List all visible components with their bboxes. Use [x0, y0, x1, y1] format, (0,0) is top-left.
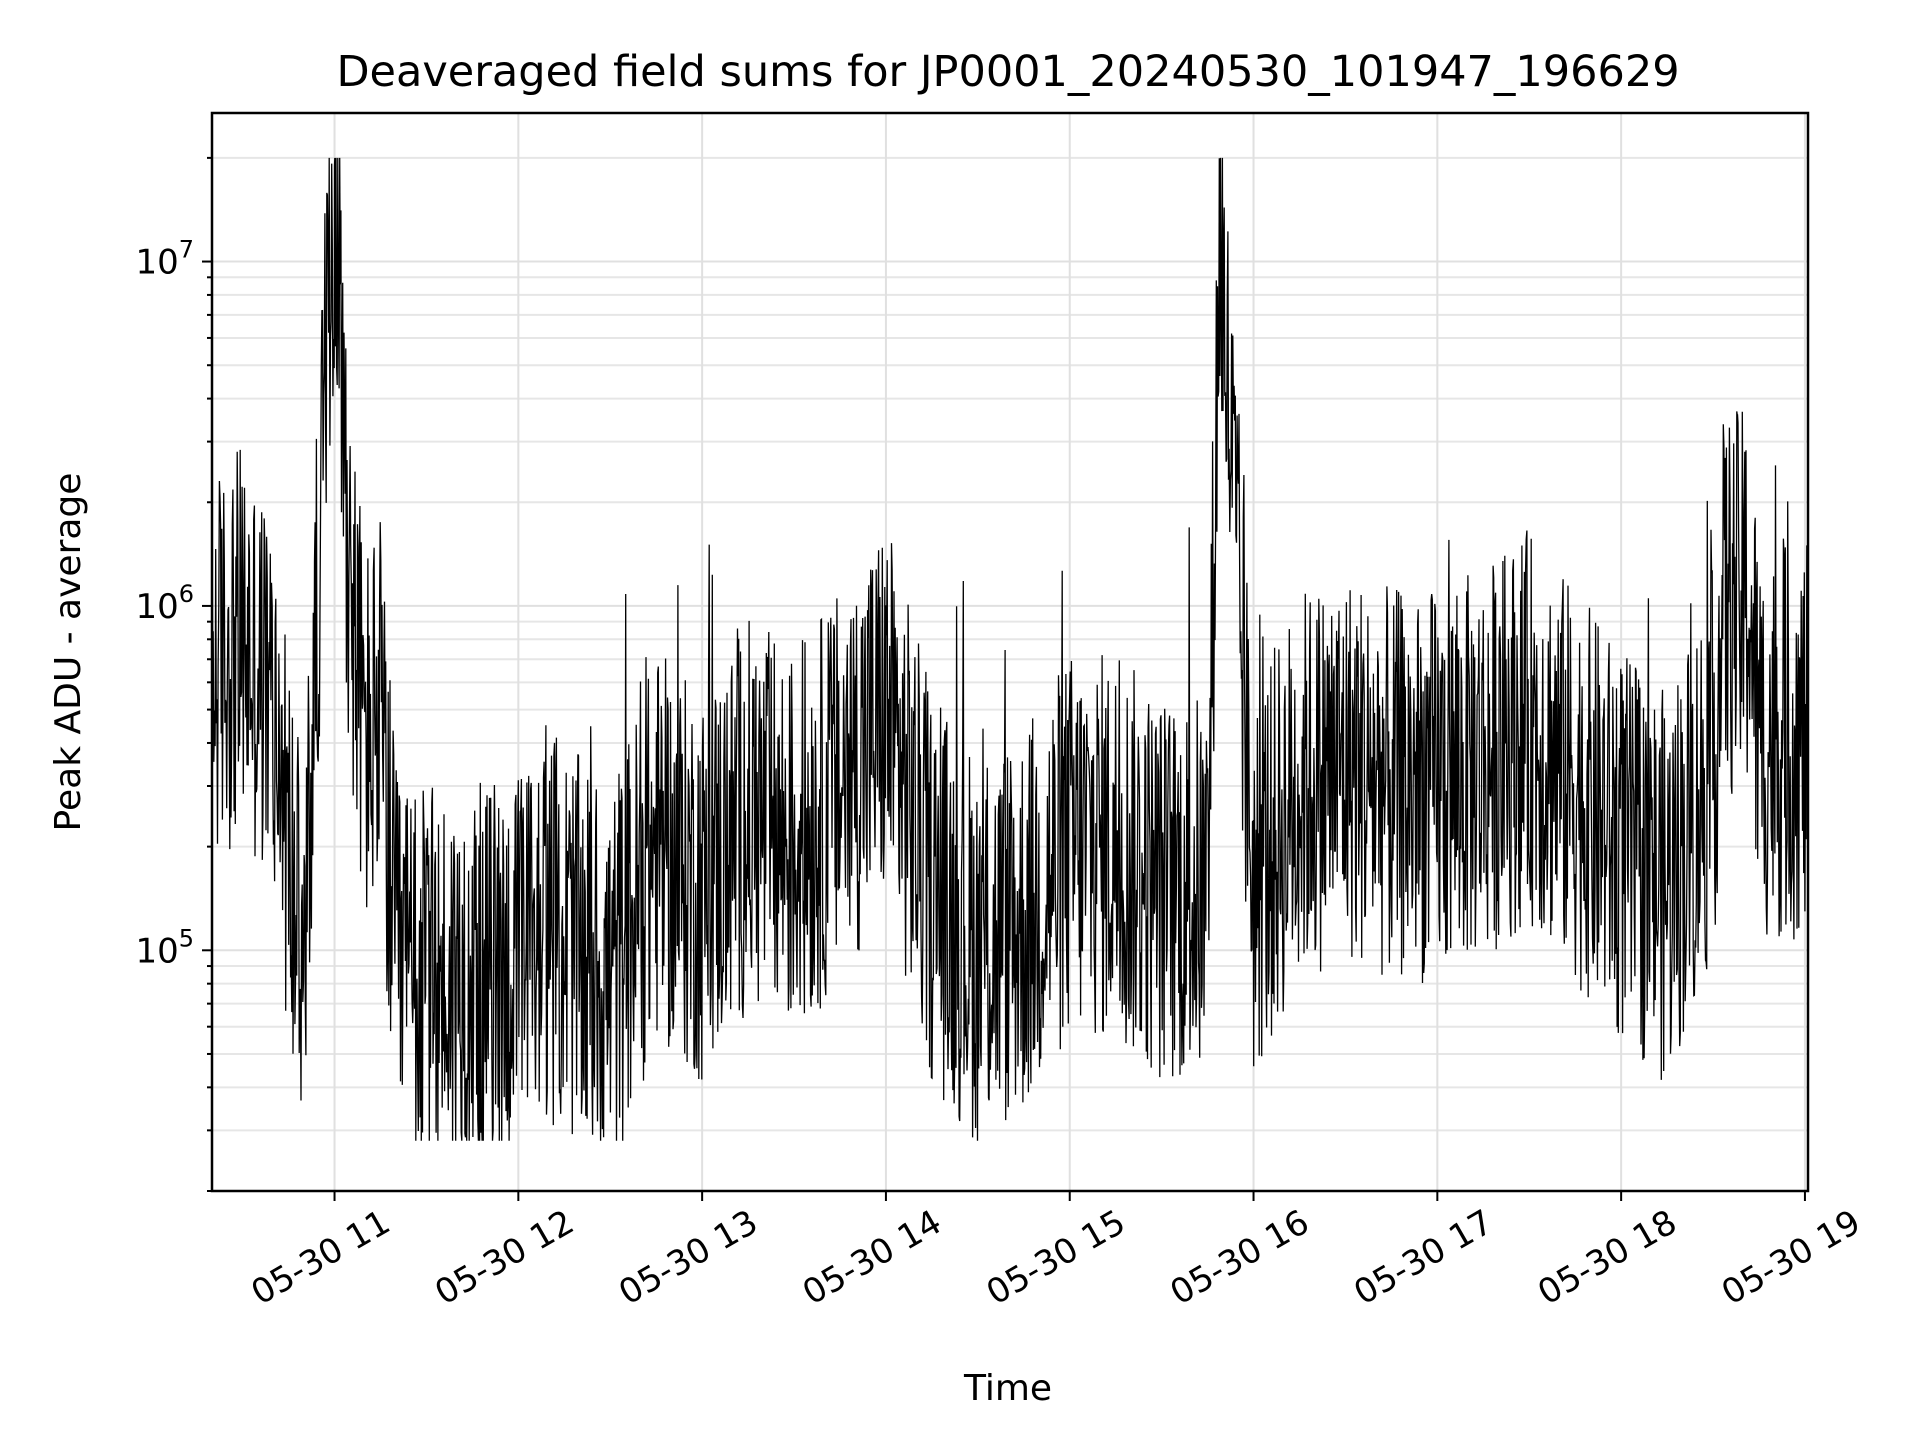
y-tick-label-base: 10 [135, 587, 178, 627]
y-tick-label-exp: 5 [179, 924, 194, 952]
y-tick-label: 105 [135, 924, 194, 971]
x-tick-label: 05-30 12 [428, 1202, 580, 1313]
ticks [202, 156, 1806, 1201]
y-tick-label-exp: 7 [179, 236, 194, 264]
x-tick-label: 05-30 11 [245, 1202, 397, 1313]
y-tick-label-exp: 6 [179, 580, 194, 608]
x-tick-label: 05-30 19 [1715, 1202, 1867, 1313]
x-tick-label: 05-30 18 [1531, 1202, 1683, 1313]
y-tick-label: 106 [135, 580, 194, 627]
x-tick-label: 05-30 16 [1164, 1202, 1316, 1313]
x-tick-label: 05-30 14 [796, 1202, 948, 1313]
y-tick-label: 107 [135, 236, 194, 283]
y-tick-label-base: 10 [135, 931, 178, 971]
x-tick-label: 05-30 17 [1347, 1202, 1499, 1313]
series-line [211, 157, 1809, 1141]
y-tick-label-base: 10 [135, 243, 178, 283]
x-tick-label: 05-30 13 [612, 1202, 764, 1313]
x-axis-label: Time [963, 1368, 1052, 1409]
chart-title: Deaveraged field sums for JP0001_2024053… [336, 47, 1679, 97]
x-tick-label: 05-30 15 [980, 1202, 1132, 1313]
plot-frame [210, 111, 1810, 1193]
y-axis-label: Peak ADU - average [48, 473, 89, 832]
series-group [211, 157, 1809, 1141]
